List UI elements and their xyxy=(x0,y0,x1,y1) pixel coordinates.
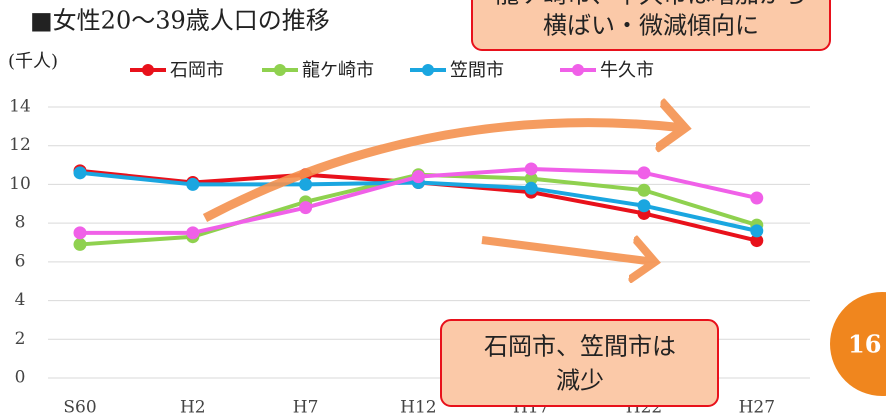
data-point xyxy=(750,224,764,238)
page-badge xyxy=(830,292,886,396)
data-point xyxy=(186,177,200,191)
data-point xyxy=(524,172,538,186)
data-point xyxy=(524,181,538,195)
data-point xyxy=(637,166,651,180)
annotation-text: 横ばい・微減傾向に xyxy=(543,12,759,40)
data-point xyxy=(637,183,651,197)
legend-marker xyxy=(572,64,584,76)
annotation-box xyxy=(440,319,719,407)
data-point xyxy=(750,234,764,248)
data-point xyxy=(524,162,538,176)
annotation-text: 減少 xyxy=(556,367,604,395)
data-point xyxy=(750,191,764,205)
trend-arrow xyxy=(202,123,685,222)
y-tick-label: 0 xyxy=(15,368,26,388)
legend-label: 笠間市 xyxy=(450,60,504,81)
legend-marker xyxy=(142,64,154,76)
y-tick-label: 4 xyxy=(15,290,26,310)
data-point xyxy=(411,170,425,184)
y-axis-label: (千人) xyxy=(8,51,58,72)
legend-marker xyxy=(274,64,286,76)
y-tick-label: 2 xyxy=(15,329,26,349)
x-tick-label: H27 xyxy=(739,398,775,418)
x-tick-label: H7 xyxy=(293,398,319,418)
data-point xyxy=(637,199,651,213)
y-tick-label: 6 xyxy=(15,251,26,271)
legend-label: 龍ケ崎市 xyxy=(302,60,374,81)
annotation-box xyxy=(471,0,831,51)
annotation-text: 龍ケ崎市、牛久市は増加から xyxy=(495,0,807,9)
legend-label: 牛久市 xyxy=(600,60,654,81)
x-tick-label: H2 xyxy=(180,398,206,418)
legend-marker xyxy=(422,64,434,76)
x-tick-label: H12 xyxy=(400,398,436,418)
data-point xyxy=(73,226,87,240)
data-point xyxy=(299,201,313,215)
y-tick-label: 8 xyxy=(15,213,26,233)
page-number: 16 xyxy=(848,330,881,359)
data-point xyxy=(73,166,87,180)
y-tick-label: 12 xyxy=(9,135,31,155)
annotation-text: 石岡市、笠間市は xyxy=(484,333,676,361)
y-tick-label: 10 xyxy=(9,174,31,194)
chart-title: ■女性20～39歳人口の推移 xyxy=(30,7,330,35)
x-tick-label: S60 xyxy=(63,398,96,418)
legend-label: 石岡市 xyxy=(170,60,224,81)
data-point xyxy=(299,177,313,191)
trend-arrow xyxy=(481,240,655,262)
y-tick-label: 14 xyxy=(9,97,31,117)
data-point xyxy=(186,226,200,240)
data-point xyxy=(73,237,87,251)
